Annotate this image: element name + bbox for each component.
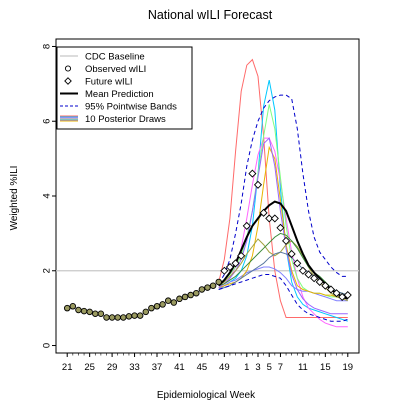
future-point — [310, 274, 319, 283]
future-point — [270, 214, 279, 223]
observed-point — [215, 278, 222, 286]
future-point — [237, 251, 246, 260]
posterior-draw-5 — [218, 266, 348, 302]
x-tick-label: 15 — [320, 362, 331, 373]
y-tick-label: 2 — [41, 268, 52, 273]
observed-point — [187, 291, 194, 299]
y-tick-label: 0 — [41, 343, 52, 348]
future-point — [326, 285, 335, 294]
observed-point — [198, 286, 206, 293]
observed-point — [80, 307, 88, 315]
observed-point — [148, 304, 155, 312]
x-tick-label: 3 — [255, 362, 260, 373]
x-tick-label: 37 — [152, 362, 163, 373]
observed-point — [125, 313, 133, 320]
future-point — [332, 289, 341, 298]
legend-label: 10 Posterior Draws — [85, 114, 166, 125]
observed-point — [63, 304, 71, 312]
observed-point — [164, 297, 172, 304]
x-tick-label: 7 — [278, 362, 283, 373]
y-tick-label: 8 — [41, 44, 52, 49]
legend-box — [56, 46, 193, 130]
future-point — [315, 277, 324, 287]
future-point — [225, 262, 234, 272]
posterior-draw-1 — [218, 58, 348, 318]
observed-point — [131, 312, 138, 319]
x-tick-label: 41 — [174, 362, 185, 373]
posterior-draw-7 — [218, 137, 348, 315]
observed-point — [204, 284, 211, 291]
y-tick-label: 6 — [41, 119, 52, 124]
x-tick-label: 45 — [197, 362, 208, 373]
y-tick-label: 4 — [41, 193, 52, 198]
observed-point — [153, 303, 161, 310]
future-point — [253, 180, 263, 189]
future-point — [343, 291, 352, 300]
future-point — [338, 292, 347, 301]
posterior-draw-8 — [218, 238, 348, 302]
future-point — [242, 221, 251, 230]
x-tick-label: 11 — [298, 362, 308, 373]
future-point — [220, 266, 229, 275]
future-point — [248, 169, 257, 178]
legend-label: Mean Prediction — [85, 89, 154, 100]
legend-label: Observed wILI — [85, 64, 146, 75]
observed-point — [193, 289, 200, 297]
observed-point — [75, 306, 82, 314]
future-point — [304, 270, 313, 279]
observed-point — [92, 310, 99, 318]
observed-point — [120, 314, 127, 321]
future-point — [265, 214, 274, 223]
observed-point — [69, 303, 77, 310]
future-point — [276, 223, 285, 232]
observed-point — [103, 314, 110, 321]
observed-point — [170, 299, 178, 306]
legend-observed-swatch — [64, 65, 72, 72]
future-point — [282, 236, 291, 245]
legend-label: 95% Pointwise Bands — [85, 101, 177, 112]
future-point — [293, 259, 302, 268]
x-axis-label: Epidemiological Week — [157, 390, 256, 401]
legend-label: CDC Baseline — [85, 51, 145, 62]
observed-point — [142, 308, 150, 316]
future-point — [231, 259, 240, 268]
future-point — [321, 281, 330, 290]
future-point — [287, 249, 296, 258]
x-tick-label: 21 — [62, 362, 73, 373]
x-tick-label: 49 — [219, 362, 230, 373]
observed-point — [86, 308, 93, 316]
observed-point — [176, 295, 183, 303]
future-point — [298, 266, 307, 275]
x-tick-label: 25 — [84, 362, 95, 373]
observed-point — [108, 314, 116, 321]
observed-point — [136, 312, 144, 319]
legend-future-swatch — [64, 77, 72, 85]
band-upper-line — [218, 94, 348, 285]
x-tick-label: 33 — [129, 362, 140, 373]
observed-point — [209, 282, 217, 289]
plot-area: 21 25 29 33 37 41 45 49 1 3 5 7 11 15 19 0 2 4 6 8 — [41, 38, 360, 373]
observed-point — [114, 314, 121, 321]
x-tick-label: 19 — [342, 362, 353, 373]
chart-title: National wILI Forecast — [148, 8, 273, 22]
band-lower-line — [218, 274, 348, 322]
x-tick-label: 5 — [267, 362, 272, 373]
observed-point — [159, 301, 166, 308]
legend-label: Future wILI — [85, 76, 133, 87]
x-tick-label: 29 — [107, 362, 118, 373]
y-axis-label: Weighted %ILI — [9, 166, 20, 231]
future-point — [259, 208, 268, 217]
observed-point — [181, 293, 189, 301]
x-tick-label: 1 — [244, 362, 249, 373]
observed-point — [97, 310, 105, 318]
